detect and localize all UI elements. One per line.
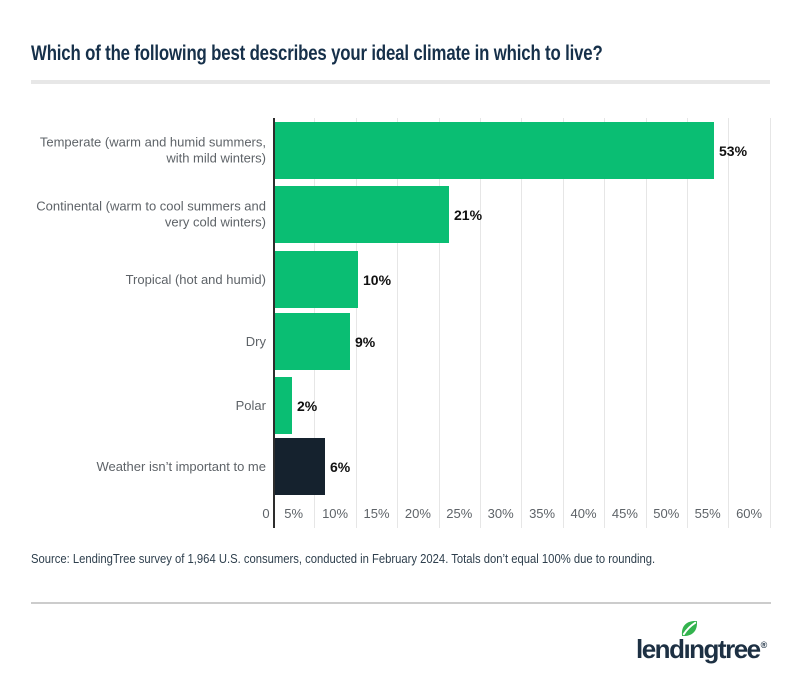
value-label: 9% [355, 333, 376, 350]
x-tick-label: 60% [736, 506, 763, 521]
gridline [397, 118, 398, 528]
x-tick-label: 10% [322, 506, 349, 521]
gridline [521, 118, 522, 528]
value-label: 53% [719, 142, 748, 159]
category-label: Weather isn’t important to me [96, 458, 266, 474]
gridline [728, 118, 729, 528]
category-label: Continental (warm to cool summers and ve… [36, 198, 266, 230]
x-tick-label: 25% [446, 506, 473, 521]
x-tick-label: 50% [653, 506, 680, 521]
value-label: 6% [330, 458, 351, 475]
bar [275, 251, 358, 308]
x-tick-label: 5% [284, 506, 304, 521]
category-label: Temperate (warm and humid summers, with … [39, 134, 266, 166]
value-label: 10% [363, 271, 392, 288]
gridline [646, 118, 647, 528]
gridline [687, 118, 688, 528]
x-tick-label: 20% [404, 506, 431, 521]
gridline [356, 118, 357, 528]
category-label: Polar [235, 397, 266, 413]
category-label: Tropical (hot and humid) [125, 271, 266, 287]
bar [275, 186, 449, 243]
bar [275, 313, 350, 370]
category-label: Dry [245, 333, 266, 349]
x-tick-label: 30% [487, 506, 514, 521]
bar [275, 438, 325, 495]
title-divider [31, 80, 770, 84]
bar [275, 122, 714, 179]
y-axis-line [273, 118, 275, 528]
value-label: 21% [454, 206, 483, 223]
x-tick-label: 55% [694, 506, 721, 521]
footer-divider [31, 602, 771, 604]
chart-title: Which of the following best describes yo… [31, 42, 603, 65]
source-note: Source: LendingTree survey of 1,964 U.S.… [31, 552, 656, 566]
value-label: 2% [297, 397, 318, 414]
bar [275, 377, 292, 434]
gridline [770, 118, 771, 528]
gridline [604, 118, 605, 528]
gridline [439, 118, 440, 528]
gridline [563, 118, 564, 528]
x-tick-label: 0 [262, 506, 270, 521]
gridline [480, 118, 481, 528]
x-tick-label: 15% [363, 506, 390, 521]
x-tick-label: 45% [611, 506, 638, 521]
x-tick-label: 40% [570, 506, 597, 521]
x-tick-label: 35% [529, 506, 556, 521]
